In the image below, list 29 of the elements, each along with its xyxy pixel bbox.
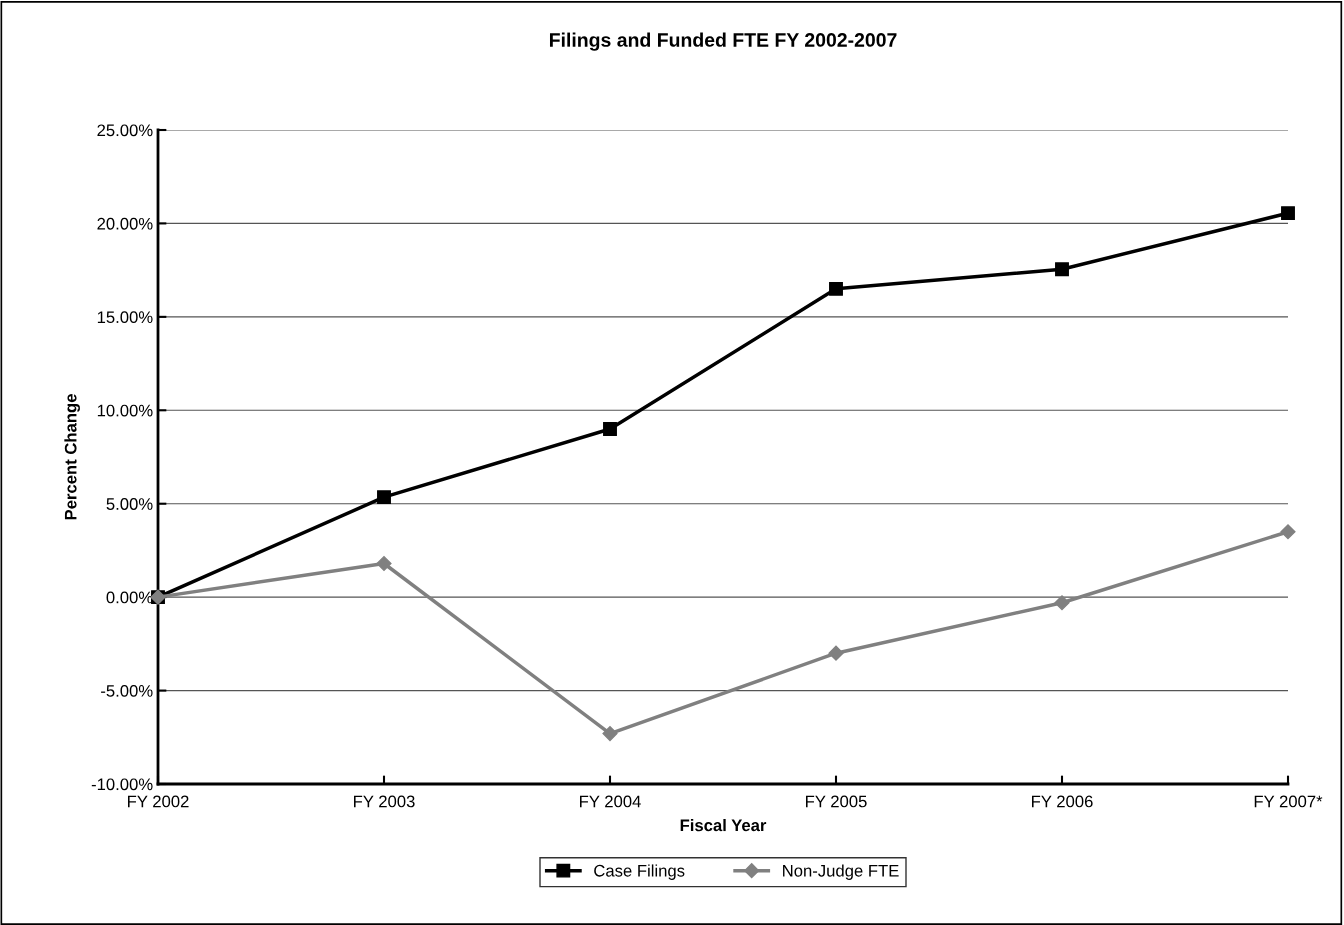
point — [377, 490, 391, 505]
y-tick-label: 20.00% — [97, 217, 153, 230]
y-tick-label: 5.00% — [106, 498, 153, 510]
point — [1280, 524, 1296, 540]
point — [829, 281, 843, 296]
point — [1054, 595, 1070, 611]
legend-label: Non-Judge FTE — [783, 864, 899, 880]
x-tick-label: FY 2005 — [806, 795, 867, 808]
y-tick-label: -5.00% — [101, 684, 153, 697]
x-tick-label: FY 2002 — [128, 795, 189, 808]
point — [376, 555, 392, 572]
y-tick-label: 0.00% — [106, 591, 153, 604]
chart-title: Filings and Funded FTE FY 2002-2007 — [549, 32, 897, 51]
y-axis-title: Percent Change — [64, 394, 80, 520]
point — [1055, 262, 1069, 277]
x-axis-title: Fiscal Year — [680, 818, 767, 832]
x-tick-label: FY 2003 — [354, 795, 415, 808]
y-tick-label: 25.00% — [97, 124, 153, 137]
y-tick-label: 10.00% — [97, 404, 153, 417]
legend-label: Case Filings — [594, 864, 685, 880]
y-tick-label: -10.00% — [91, 778, 153, 791]
x-tick-label: FY 2006 — [1032, 795, 1093, 808]
y-tick-label: 15.00% — [97, 311, 153, 324]
point — [1281, 206, 1295, 221]
x-tick-label: FY 2007* — [1254, 795, 1323, 808]
x-tick-label: FY 2004 — [580, 795, 641, 808]
point — [828, 645, 844, 661]
point — [602, 725, 618, 742]
point — [603, 422, 617, 436]
